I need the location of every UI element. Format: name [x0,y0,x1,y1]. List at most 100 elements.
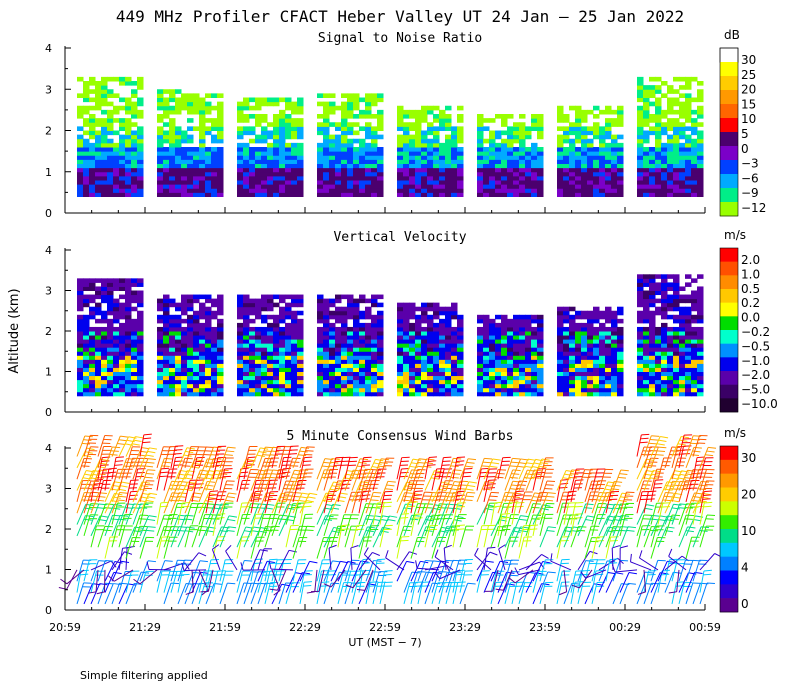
heat-cell [255,192,262,197]
heat-cell [427,109,434,115]
barb-flag [253,498,262,500]
heat-cell [211,351,218,356]
heat-cell [427,184,434,189]
heat-cell [101,363,108,368]
barb-flag [171,525,180,528]
heat-cell [285,184,292,189]
heat-cell [163,101,170,107]
heat-cell [113,130,120,136]
heat-cell [157,391,164,397]
heat-cell [279,171,286,177]
heat-cell [285,97,292,103]
heat-cell [261,379,268,385]
heat-cell [193,105,200,111]
heat-cell [77,363,84,368]
heat-cell [501,155,508,160]
heat-cell [297,355,304,360]
heat-cell [403,180,410,185]
heat-cell [249,114,256,119]
heat-cell [371,355,378,360]
barb-flag [185,591,194,595]
barb-flag [164,560,173,562]
heat-cell [531,171,538,177]
heat-cell [341,175,348,181]
heat-cell [237,105,244,111]
barb-flag [258,503,267,506]
barb-flag [292,484,301,487]
heat-cell [353,383,360,389]
heat-cell [643,184,650,189]
heat-cell [89,278,96,283]
heat-cell [649,147,656,152]
heat-cell [451,347,458,352]
heat-cell [397,347,404,352]
heat-cell [489,363,496,368]
heat-cell [297,192,304,197]
heat-cell [95,294,102,300]
heat-cell [297,371,304,377]
heat-cell [371,326,378,332]
heat-cell [575,130,582,136]
heat-cell [685,155,692,160]
heat-cell [371,314,378,320]
heat-cell [611,326,618,332]
heat-cell [489,351,496,356]
heat-cell [439,339,446,344]
barb-flag [147,450,156,454]
heat-cell [187,363,194,368]
heat-cell [199,155,206,160]
wind-barb [125,547,128,570]
heat-cell [409,375,416,381]
heat-cell [83,339,90,344]
heat-cell [403,188,410,193]
heat-cell [513,347,520,352]
heat-cell [169,335,176,340]
heat-cell [255,151,262,156]
heat-cell [341,114,348,119]
heat-cell [83,383,90,389]
barb-flag [262,476,271,479]
barb-flag [244,462,253,465]
heat-cell [157,163,164,169]
heat-cell [697,363,704,368]
heat-cell [205,322,212,328]
heat-cell [187,306,194,312]
heat-cell [691,147,698,152]
heat-cell [137,282,144,287]
heat-cell [587,371,594,377]
heat-cell [77,383,84,389]
colorbar-unit: dB [724,28,740,42]
heat-cell [113,286,120,291]
heat-cell [365,355,372,360]
heat-cell [483,383,490,389]
heat-cell [557,375,564,381]
heat-cell [489,343,496,348]
heat-cell [501,335,508,340]
heat-cell [599,359,606,364]
heat-cell [489,387,496,393]
heat-cell [581,322,588,328]
heat-cell [433,130,440,136]
heat-cell [537,326,544,332]
heat-cell [157,93,164,98]
heat-cell [409,387,416,393]
heat-cell [187,105,194,111]
heat-cell [323,326,330,332]
heat-cell [611,322,618,328]
heat-cell [83,81,90,86]
heat-cell [445,347,452,352]
heat-cell [649,331,656,336]
heat-cell [599,326,606,332]
barb-flag [240,471,249,474]
heat-cell [513,359,520,364]
heat-cell [175,322,182,328]
heat-cell [323,335,330,340]
heat-cell [243,142,250,148]
heat-cell [113,109,120,115]
heat-cell [107,343,114,348]
heat-cell [359,184,366,189]
barb-flag [227,582,236,585]
heat-cell [273,367,280,372]
heat-cell [371,114,378,119]
heat-cell [243,387,250,393]
